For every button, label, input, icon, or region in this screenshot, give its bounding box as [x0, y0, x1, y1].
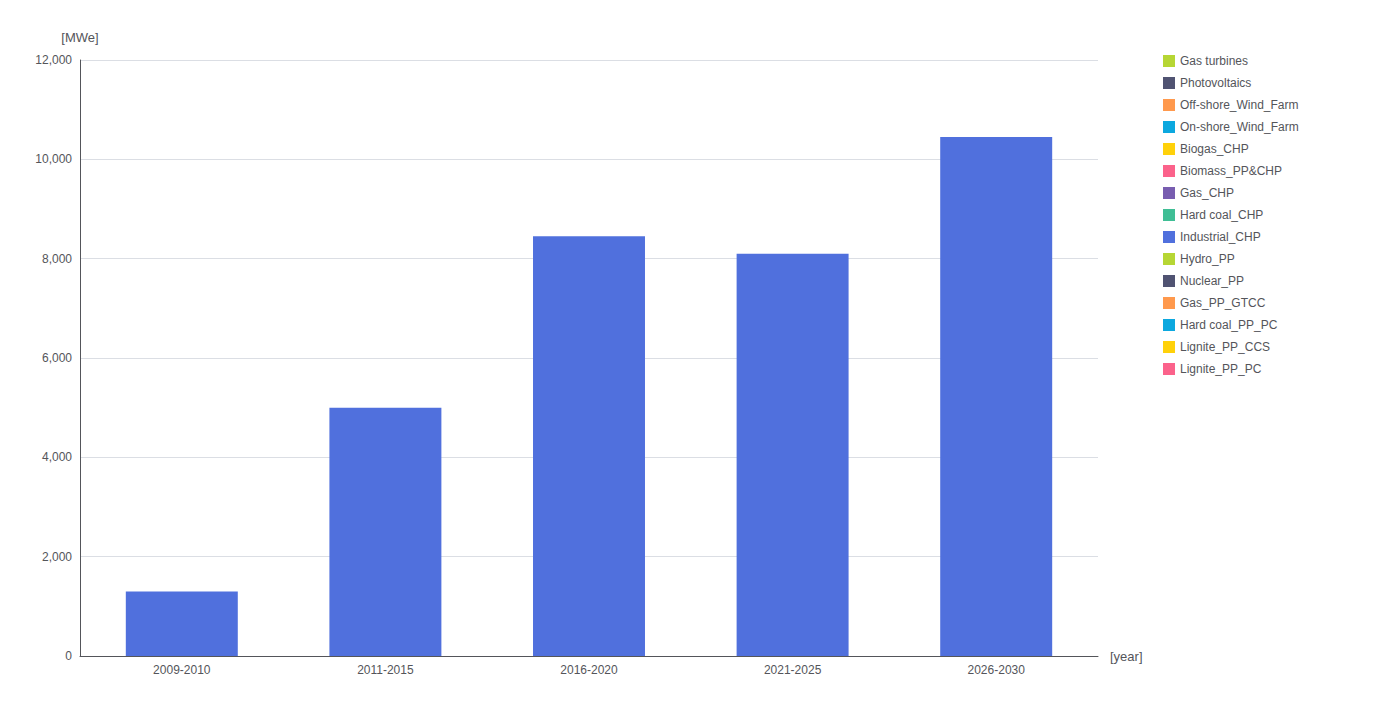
svg-text:Industrial_CHP: Industrial_CHP	[1180, 230, 1261, 244]
svg-text:Lignite_PP_PC: Lignite_PP_PC	[1180, 362, 1262, 376]
svg-text:2011-2015: 2011-2015	[357, 663, 414, 677]
svg-text:2,000: 2,000	[42, 550, 72, 564]
svg-text:Hydro_PP: Hydro_PP	[1180, 252, 1235, 266]
svg-text:Off-shore_Wind_Farm: Off-shore_Wind_Farm	[1180, 98, 1298, 112]
svg-text:Hard coal_PP_PC: Hard coal_PP_PC	[1180, 318, 1278, 332]
svg-text:Photovoltaics: Photovoltaics	[1180, 76, 1251, 90]
svg-text:2026-2030: 2026-2030	[968, 663, 1026, 677]
svg-text:Gas_CHP: Gas_CHP	[1180, 186, 1234, 200]
svg-text:Gas turbines: Gas turbines	[1180, 54, 1248, 68]
svg-text:Biogas_CHP: Biogas_CHP	[1180, 142, 1249, 156]
svg-text:4,000: 4,000	[42, 450, 72, 464]
svg-text:Lignite_PP_CCS: Lignite_PP_CCS	[1180, 340, 1270, 354]
svg-text:Gas_PP_GTCC: Gas_PP_GTCC	[1180, 296, 1266, 310]
svg-text:8,000: 8,000	[42, 252, 72, 266]
svg-text:0: 0	[65, 649, 72, 663]
svg-text:12,000: 12,000	[35, 53, 72, 67]
svg-text:6,000: 6,000	[42, 351, 72, 365]
svg-text:[year]: [year]	[1110, 649, 1143, 664]
svg-text:10,000: 10,000	[35, 152, 72, 166]
svg-text:2009-2010: 2009-2010	[153, 663, 211, 677]
svg-text:[MWe]: [MWe]	[61, 30, 98, 45]
svg-text:Nuclear_PP: Nuclear_PP	[1180, 274, 1244, 288]
svg-text:2016-2020: 2016-2020	[560, 663, 618, 677]
svg-text:On-shore_Wind_Farm: On-shore_Wind_Farm	[1180, 120, 1299, 134]
svg-text:Biomass_PP&CHP: Biomass_PP&CHP	[1180, 164, 1282, 178]
svg-text:2021-2025: 2021-2025	[764, 663, 822, 677]
svg-text:Hard coal_CHP: Hard coal_CHP	[1180, 208, 1263, 222]
